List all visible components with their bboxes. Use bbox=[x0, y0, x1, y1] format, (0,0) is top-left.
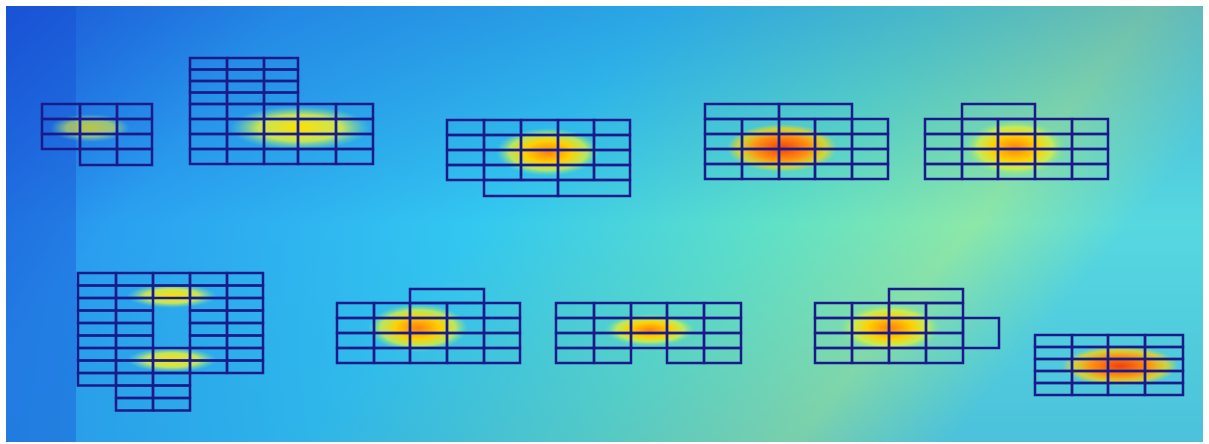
hot-spot bbox=[230, 106, 370, 150]
dark-edge bbox=[6, 6, 76, 442]
thermal-image bbox=[0, 0, 1209, 444]
hot-spot bbox=[368, 304, 468, 352]
hot-spot bbox=[1062, 346, 1178, 386]
page: (() => { const g = document.getElementBy… bbox=[0, 0, 1209, 444]
hot-spot bbox=[127, 284, 217, 308]
background-shade bbox=[6, 6, 1203, 442]
